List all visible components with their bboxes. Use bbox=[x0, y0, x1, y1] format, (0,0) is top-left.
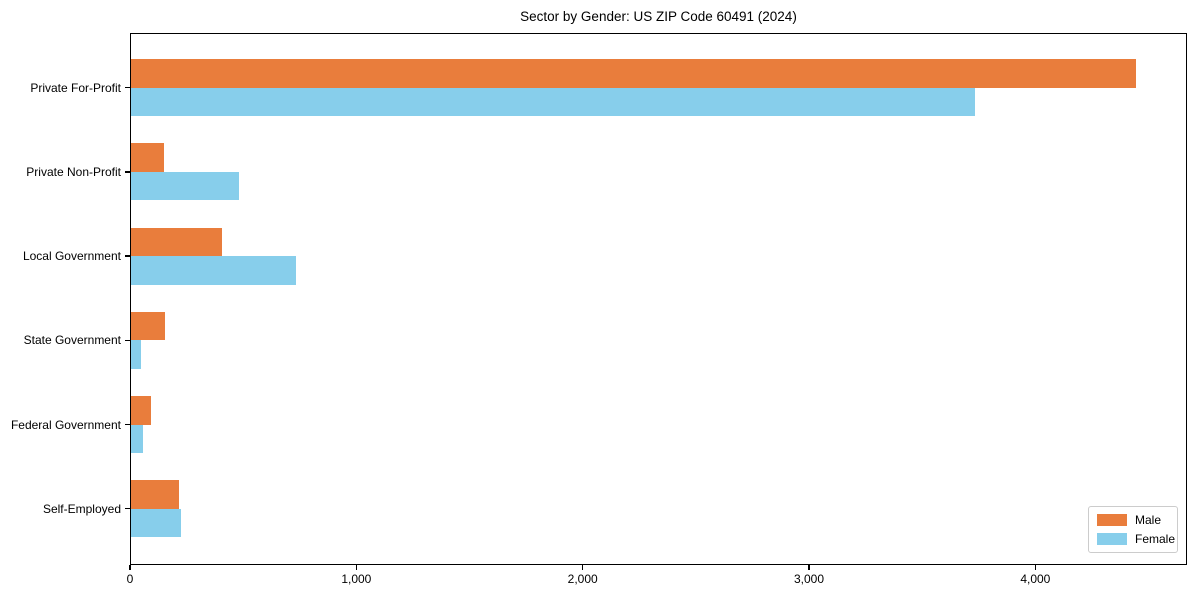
xtick-label-2-000: 2,000 bbox=[567, 572, 598, 586]
ytick-label-self-employed: Self-Employed bbox=[42, 501, 121, 516]
bar-male-private-non-profit bbox=[131, 143, 164, 172]
legend-entry-female: Female bbox=[1097, 532, 1175, 546]
ytick-label-federal-government: Federal Government bbox=[10, 417, 121, 432]
xtick-mark-3-000 bbox=[808, 565, 810, 570]
bar-male-private-for-profit bbox=[131, 59, 1136, 88]
ytick-label-state-government: State Government bbox=[23, 333, 121, 348]
ytick-mark-private-non-profit bbox=[125, 171, 130, 173]
xtick-mark-0 bbox=[129, 565, 131, 570]
bar-female-private-for-profit bbox=[131, 87, 976, 117]
chart-title: Sector by Gender: US ZIP Code 60491 (202… bbox=[520, 9, 797, 24]
bar-male-state-government bbox=[131, 311, 165, 341]
legend-entry-male: Male bbox=[1097, 513, 1169, 527]
bar-male-local-government bbox=[131, 227, 222, 257]
xtick-label-3-000: 3,000 bbox=[793, 572, 825, 586]
ytick-mark-federal-government bbox=[125, 423, 130, 426]
bar-female-federal-government bbox=[131, 424, 144, 453]
xtick-mark-4-000 bbox=[1034, 565, 1036, 570]
female-color-swatch bbox=[1097, 533, 1127, 545]
plot-area bbox=[130, 33, 1187, 565]
ytick-mark-state-government bbox=[125, 339, 130, 341]
bar-female-local-government bbox=[131, 256, 297, 285]
bar-female-self-employed bbox=[131, 508, 181, 538]
legend-label-female: Female bbox=[1135, 532, 1176, 546]
xtick-label-0: 0 bbox=[126, 572, 134, 586]
xtick-mark-1-000 bbox=[355, 565, 357, 570]
legend: Male Female bbox=[1088, 506, 1178, 553]
xtick-label-1-000: 1,000 bbox=[341, 572, 372, 586]
xtick-mark-2-000 bbox=[582, 565, 584, 570]
ytick-label-private-for-profit: Private For-Profit bbox=[30, 80, 121, 95]
ytick-mark-private-for-profit bbox=[125, 87, 130, 89]
xtick-label-4-000: 4,000 bbox=[1020, 572, 1051, 586]
ytick-label-private-non-profit: Private Non-Profit bbox=[26, 164, 121, 179]
legend-label-male: Male bbox=[1135, 513, 1162, 527]
ytick-label-local-government: Local Government bbox=[22, 249, 121, 264]
bar-male-federal-government bbox=[131, 396, 152, 425]
bar-male-self-employed bbox=[131, 480, 179, 509]
male-color-swatch bbox=[1097, 514, 1127, 526]
ytick-mark-self-employed bbox=[125, 508, 130, 510]
ytick-mark-local-government bbox=[125, 255, 130, 257]
bar-female-private-non-profit bbox=[131, 171, 239, 201]
bar-female-state-government bbox=[131, 340, 142, 369]
